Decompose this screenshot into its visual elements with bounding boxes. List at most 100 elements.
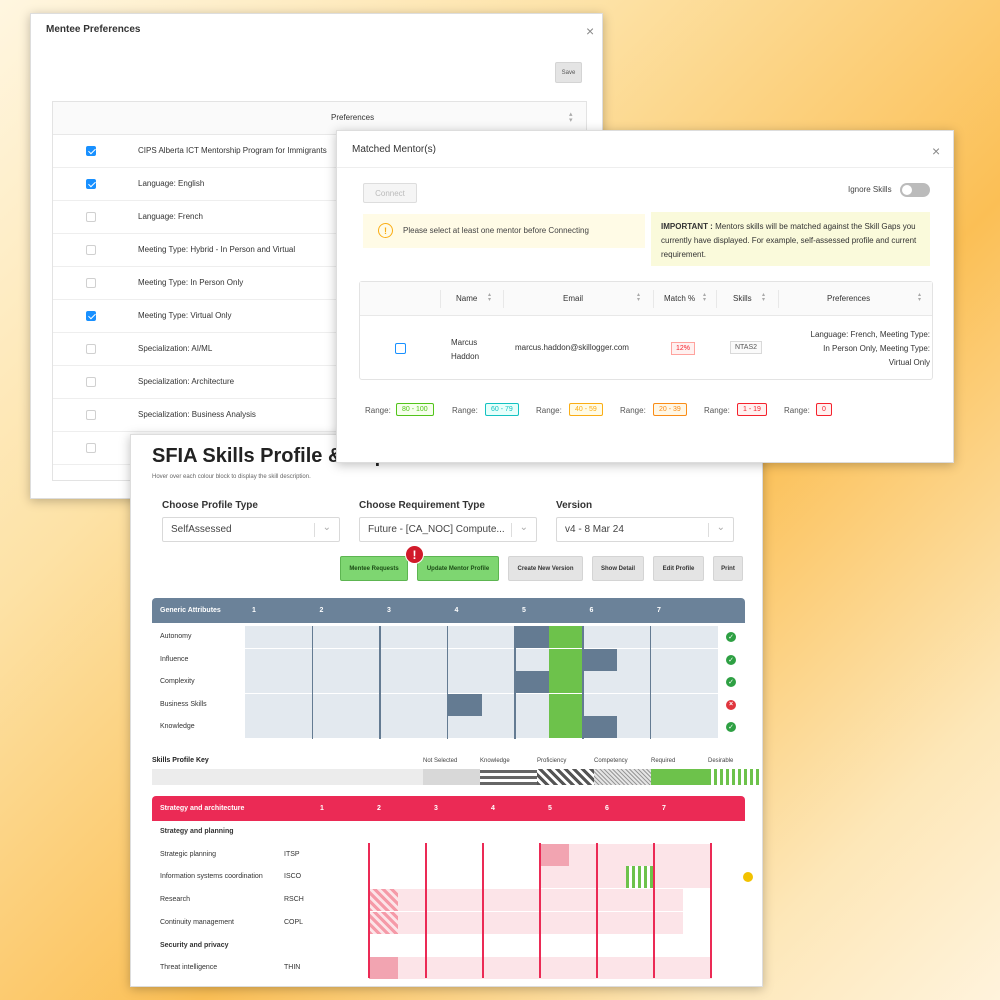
level-cell[interactable] — [278, 671, 313, 694]
level-cell[interactable] — [397, 957, 427, 980]
level-cell[interactable] — [426, 843, 455, 866]
level-cell[interactable] — [346, 648, 381, 671]
level-cell[interactable] — [380, 626, 415, 648]
level-cell[interactable] — [540, 866, 569, 889]
level-cell[interactable] — [414, 626, 448, 648]
level-cell[interactable] — [414, 716, 448, 739]
level-cell[interactable] — [684, 648, 719, 671]
preference-checkbox[interactable] — [86, 410, 96, 420]
ignore-skills-toggle[interactable] — [900, 183, 930, 197]
level-cell[interactable] — [454, 843, 484, 866]
level-cell[interactable] — [597, 957, 626, 980]
level-cell[interactable] — [369, 957, 398, 980]
sort-icon[interactable]: ▴ ▾ — [637, 292, 641, 303]
level-cell[interactable] — [481, 716, 516, 739]
level-cell[interactable] — [414, 671, 448, 694]
level-cell[interactable] — [481, 648, 516, 671]
level-cell[interactable] — [583, 693, 617, 716]
save-button[interactable]: Save — [555, 62, 582, 83]
level-cell[interactable] — [380, 693, 415, 716]
level-cell[interactable] — [414, 693, 448, 716]
level-cell[interactable] — [346, 716, 381, 739]
level-cell[interactable] — [346, 671, 381, 694]
level-cell[interactable] — [515, 648, 550, 671]
level-cell[interactable] — [568, 843, 598, 866]
level-cell[interactable] — [682, 843, 712, 866]
level-cell[interactable] — [549, 626, 584, 648]
close-icon[interactable]: × — [932, 143, 941, 159]
level-cell[interactable] — [540, 957, 569, 980]
level-cell[interactable] — [549, 693, 584, 716]
mentee-requests-button[interactable]: Mentee Requests — [340, 556, 408, 581]
show-detail-button[interactable]: Show Detail — [592, 556, 644, 581]
level-cell[interactable] — [684, 671, 719, 694]
level-cell[interactable] — [625, 911, 655, 934]
level-cell[interactable] — [397, 911, 427, 934]
level-cell[interactable] — [568, 957, 598, 980]
sort-icon[interactable]: ▴ ▾ — [488, 292, 492, 303]
match-column-header[interactable]: Match % — [664, 294, 696, 303]
level-cell[interactable] — [568, 889, 598, 912]
preferences-column-header[interactable]: Preferences — [827, 294, 871, 303]
level-cell[interactable] — [549, 648, 584, 671]
level-cell[interactable] — [583, 626, 617, 648]
level-cell[interactable] — [549, 716, 584, 739]
level-cell[interactable] — [597, 911, 626, 934]
connect-button[interactable]: Connect — [363, 183, 417, 203]
level-cell[interactable] — [515, 671, 550, 694]
preference-checkbox[interactable] — [86, 377, 96, 387]
level-cell[interactable] — [245, 626, 279, 648]
level-cell[interactable] — [682, 889, 712, 912]
level-cell[interactable] — [369, 866, 398, 889]
level-cell[interactable] — [447, 626, 482, 648]
level-cell[interactable] — [483, 843, 512, 866]
preference-checkbox[interactable] — [86, 443, 96, 453]
level-cell[interactable] — [278, 716, 313, 739]
level-cell[interactable] — [511, 866, 541, 889]
level-cell[interactable] — [414, 648, 448, 671]
level-cell[interactable] — [650, 671, 685, 694]
level-cell[interactable] — [483, 889, 512, 912]
level-cell[interactable] — [278, 626, 313, 648]
mentor-select-checkbox[interactable] — [395, 343, 406, 354]
edit-profile-button[interactable]: Edit Profile — [653, 556, 704, 581]
level-cell[interactable] — [650, 648, 685, 671]
level-cell[interactable] — [511, 957, 541, 980]
level-cell[interactable] — [346, 626, 381, 648]
level-cell[interactable] — [583, 648, 617, 671]
profile-type-select[interactable]: SelfAssessed ⌄ — [162, 517, 340, 542]
skills-column-header[interactable]: Skills — [733, 294, 752, 303]
level-cell[interactable] — [684, 626, 719, 648]
close-icon[interactable]: × — [586, 23, 595, 39]
preference-checkbox[interactable] — [86, 179, 96, 189]
level-cell[interactable] — [426, 866, 455, 889]
level-cell[interactable] — [682, 866, 712, 889]
level-cell[interactable] — [549, 671, 584, 694]
level-cell[interactable] — [481, 693, 516, 716]
level-cell[interactable] — [312, 693, 347, 716]
level-cell[interactable] — [312, 716, 347, 739]
preference-checkbox[interactable] — [86, 245, 96, 255]
level-cell[interactable] — [515, 693, 550, 716]
level-cell[interactable] — [597, 843, 626, 866]
level-cell[interactable] — [447, 671, 482, 694]
level-cell[interactable] — [616, 648, 651, 671]
level-cell[interactable] — [483, 866, 512, 889]
level-cell[interactable] — [346, 693, 381, 716]
level-cell[interactable] — [380, 716, 415, 739]
level-cell[interactable] — [654, 889, 683, 912]
level-cell[interactable] — [616, 671, 651, 694]
level-cell[interactable] — [597, 889, 626, 912]
level-cell[interactable] — [650, 693, 685, 716]
update-mentor-profile-button[interactable]: Update Mentor Profile — [417, 556, 499, 581]
level-cell[interactable] — [312, 626, 347, 648]
level-cell[interactable] — [682, 911, 712, 934]
email-column-header[interactable]: Email — [563, 294, 584, 303]
level-cell[interactable] — [481, 671, 516, 694]
level-cell[interactable] — [625, 957, 655, 980]
version-select[interactable]: v4 - 8 Mar 24 ⌄ — [556, 517, 734, 542]
level-cell[interactable] — [597, 866, 626, 889]
level-cell[interactable] — [568, 866, 598, 889]
level-cell[interactable] — [426, 889, 455, 912]
level-cell[interactable] — [380, 671, 415, 694]
